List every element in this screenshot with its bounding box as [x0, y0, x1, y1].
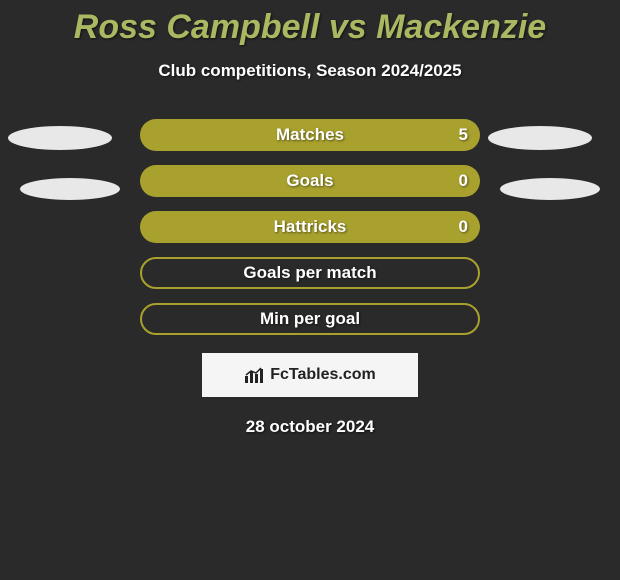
decor-ellipse: [8, 126, 112, 150]
date-text: 28 october 2024: [246, 417, 375, 436]
logo-box: FcTables.com: [202, 353, 418, 397]
decor-ellipse: [488, 126, 592, 150]
stat-bar: Matches 5: [140, 119, 480, 151]
logo: FcTables.com: [244, 366, 376, 384]
stat-label: Goals per match: [243, 263, 376, 283]
stat-label: Min per goal: [260, 309, 360, 329]
stat-row: Goals per match: [0, 257, 620, 289]
stat-bar: Goals per match: [140, 257, 480, 289]
stat-label: Matches: [276, 125, 344, 145]
stat-row: Min per goal: [0, 303, 620, 335]
subtitle: Club competitions, Season 2024/2025: [0, 61, 620, 81]
chart-icon: [244, 366, 266, 384]
stat-value: 5: [459, 125, 468, 145]
stat-value: 0: [459, 217, 468, 237]
stat-label: Goals: [286, 171, 333, 191]
stat-label: Hattricks: [274, 217, 347, 237]
stat-bar: Hattricks 0: [140, 211, 480, 243]
decor-ellipse: [20, 178, 120, 200]
page-title: Ross Campbell vs Mackenzie: [0, 0, 620, 47]
stat-bar: Goals 0: [140, 165, 480, 197]
stat-rows: Matches 5 Goals 0 Hattricks 0 Goals per match M…: [0, 119, 620, 335]
logo-text: FcTables.com: [270, 366, 376, 384]
subtitle-text: Club competitions, Season 2024/2025: [158, 61, 461, 80]
title-text: Ross Campbell vs Mackenzie: [74, 8, 546, 46]
stat-row: Hattricks 0: [0, 211, 620, 243]
decor-ellipse: [500, 178, 600, 200]
stat-value: 0: [459, 171, 468, 191]
date-label: 28 october 2024: [0, 417, 620, 437]
stat-bar: Min per goal: [140, 303, 480, 335]
